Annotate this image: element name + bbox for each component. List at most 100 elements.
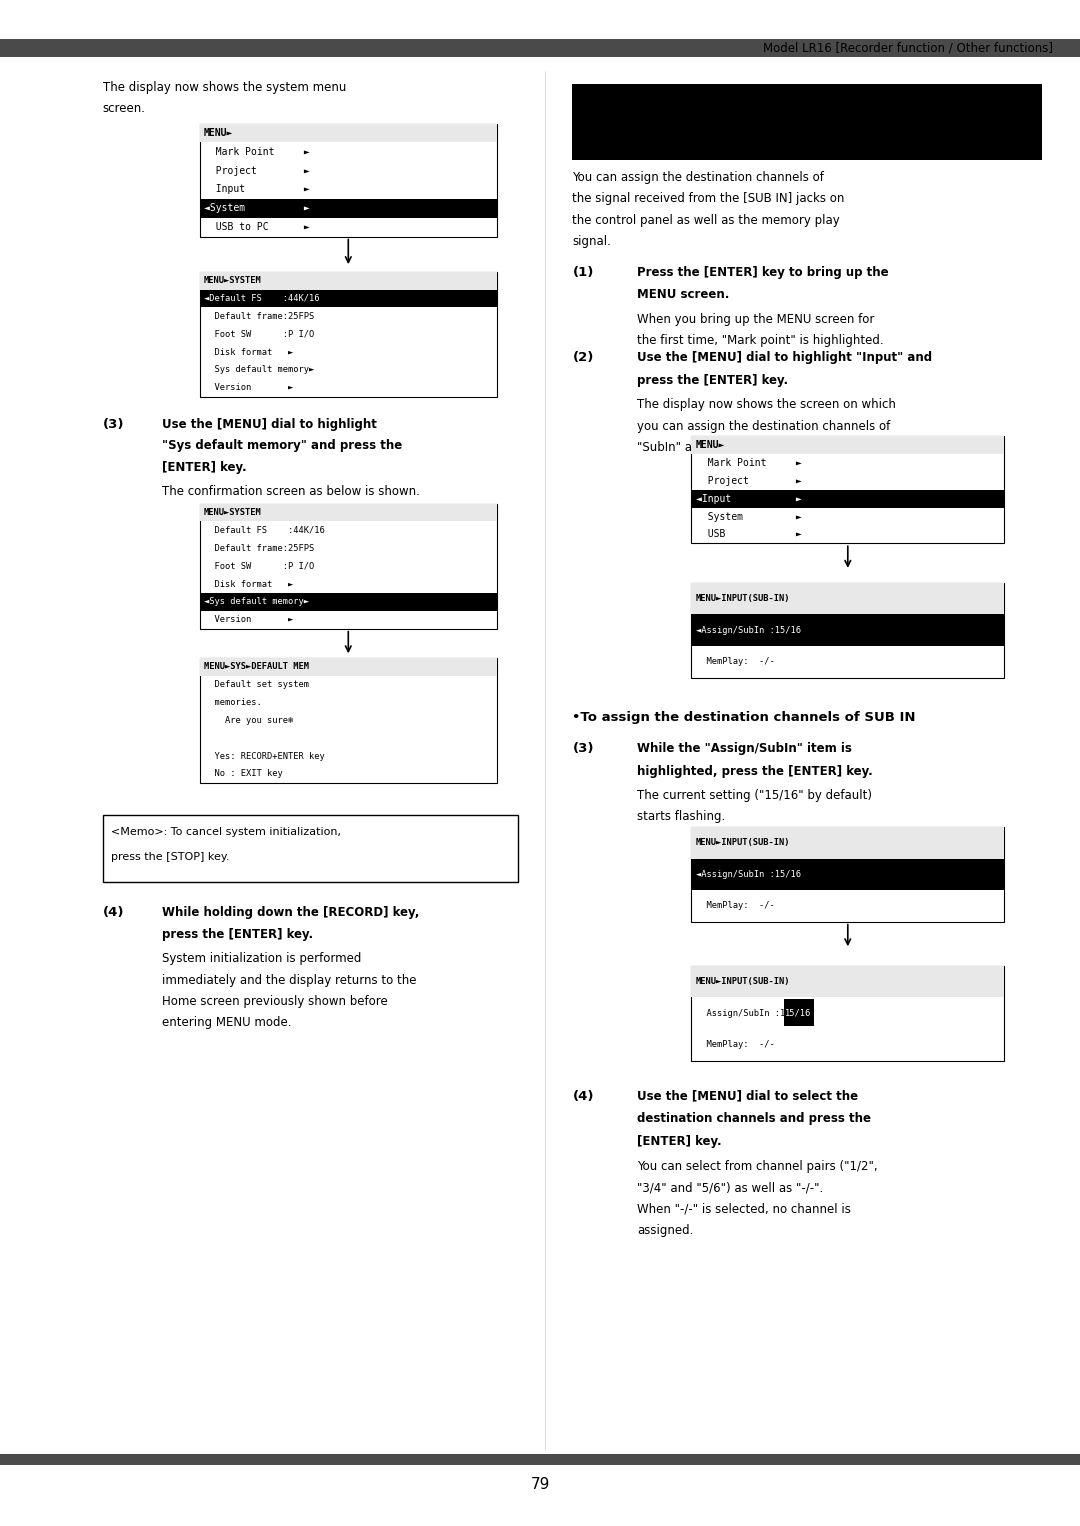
Text: MENU►SYS►DEFAULT MEM: MENU►SYS►DEFAULT MEM: [204, 662, 309, 671]
Text: Home screen previously shown before: Home screen previously shown before: [162, 995, 388, 1009]
Bar: [691, 615, 1004, 645]
Text: "3/4" and "5/6") as well as "-/-".: "3/4" and "5/6") as well as "-/-".: [637, 1181, 823, 1195]
Text: entering MENU mode.: entering MENU mode.: [162, 1016, 292, 1030]
Text: highlighted, press the [ENTER] key.: highlighted, press the [ENTER] key.: [637, 765, 873, 778]
Text: Default frame:25FPS: Default frame:25FPS: [204, 311, 314, 320]
Text: Foot SW      :P I/O: Foot SW :P I/O: [204, 330, 314, 339]
Text: Mark Point     ►: Mark Point ►: [204, 146, 310, 157]
Text: MemPlay:  -/-: MemPlay: -/-: [696, 658, 774, 667]
Text: you can assign the destination channels of: you can assign the destination channels …: [637, 420, 890, 433]
Text: MENU►INPUT(SUB-IN): MENU►INPUT(SUB-IN): [696, 977, 791, 986]
Text: the control panel as well as the memory play: the control panel as well as the memory …: [572, 214, 840, 227]
Bar: [200, 272, 497, 290]
Text: Version       ►: Version ►: [204, 383, 294, 392]
Text: Disk format   ►: Disk format ►: [204, 580, 294, 589]
Text: "SubIn" and "MemPlay".: "SubIn" and "MemPlay".: [637, 441, 779, 455]
Text: Default set system: Default set system: [204, 681, 309, 690]
Text: When "-/-" is selected, no channel is: When "-/-" is selected, no channel is: [637, 1202, 851, 1216]
Bar: [691, 583, 1004, 678]
Bar: [784, 1000, 814, 1025]
Bar: [200, 658, 497, 783]
Text: Press the [ENTER] key to bring up the: Press the [ENTER] key to bring up the: [637, 266, 889, 279]
Text: (4): (4): [103, 906, 124, 920]
Text: When you bring up the MENU screen for: When you bring up the MENU screen for: [637, 313, 875, 327]
Bar: [572, 84, 1042, 160]
Bar: [103, 815, 518, 882]
Bar: [200, 504, 497, 522]
Text: USB to PC      ►: USB to PC ►: [204, 223, 310, 232]
Bar: [691, 583, 1004, 615]
Text: immediately and the display returns to the: immediately and the display returns to t…: [162, 974, 417, 987]
Text: ◄Assign/SubIn :15/16: ◄Assign/SubIn :15/16: [696, 626, 800, 635]
Text: ◄Sys default memory►: ◄Sys default memory►: [204, 597, 309, 606]
Text: ◄Input           ►: ◄Input ►: [696, 494, 801, 504]
Text: MENU screen.: MENU screen.: [637, 288, 730, 302]
Text: Are you sure❄: Are you sure❄: [204, 716, 294, 725]
Text: <Memo>: To cancel system initialization,: <Memo>: To cancel system initialization,: [111, 827, 341, 838]
Text: MemPlay:  -/-: MemPlay: -/-: [696, 1041, 774, 1050]
Text: Disk format   ►: Disk format ►: [204, 348, 294, 357]
Text: 79: 79: [530, 1477, 550, 1492]
Bar: [200, 272, 497, 397]
Bar: [200, 658, 497, 676]
Text: Default FS    :44K/16: Default FS :44K/16: [204, 526, 325, 536]
Text: While holding down the [RECORD] key,: While holding down the [RECORD] key,: [162, 906, 419, 920]
Text: USB            ►: USB ►: [696, 530, 801, 539]
Text: System initialization is performed: System initialization is performed: [162, 952, 362, 966]
Text: The display now shows the screen on which: The display now shows the screen on whic…: [637, 398, 896, 412]
Text: You can assign the destination channels of: You can assign the destination channels …: [572, 171, 824, 185]
Bar: [200, 290, 497, 307]
Text: Foot SW      :P I/O: Foot SW :P I/O: [204, 562, 314, 571]
Bar: [691, 827, 1004, 859]
Text: (4): (4): [572, 1090, 594, 1103]
Text: [ENTER] key.: [ENTER] key.: [637, 1135, 721, 1149]
Text: (2): (2): [572, 351, 594, 365]
Bar: [200, 504, 497, 629]
Text: press the [STOP] key.: press the [STOP] key.: [111, 852, 230, 862]
Bar: [691, 827, 1004, 922]
Text: The display now shows the system menu: The display now shows the system menu: [103, 81, 346, 95]
Text: MemPlay:  -/-: MemPlay: -/-: [696, 902, 774, 911]
Text: MENU►: MENU►: [204, 128, 233, 137]
Text: Version       ►: Version ►: [204, 615, 294, 624]
Bar: [691, 436, 1004, 543]
Text: memories.: memories.: [204, 697, 261, 707]
Text: Sys default memory►: Sys default memory►: [204, 365, 314, 374]
Text: the first time, "Mark point" is highlighted.: the first time, "Mark point" is highligh…: [637, 334, 883, 348]
Text: the signal received from the [SUB IN] jacks on: the signal received from the [SUB IN] ja…: [572, 192, 845, 206]
Text: ◄Default FS    :44K/16: ◄Default FS :44K/16: [204, 295, 320, 304]
Text: Use the [MENU] dial to highlight "Input" and: Use the [MENU] dial to highlight "Input"…: [637, 351, 932, 365]
Bar: [200, 124, 497, 142]
Text: [ENTER] key.: [ENTER] key.: [162, 461, 246, 475]
Bar: [200, 124, 497, 237]
Text: (1): (1): [572, 266, 594, 279]
Text: The confirmation screen as below is shown.: The confirmation screen as below is show…: [162, 485, 420, 499]
Text: Project        ►: Project ►: [204, 166, 310, 175]
Bar: [691, 966, 1004, 998]
Text: Project        ►: Project ►: [696, 476, 801, 485]
Text: "Sys default memory" and press the: "Sys default memory" and press the: [162, 439, 402, 453]
Text: destination channels and press the: destination channels and press the: [637, 1112, 872, 1126]
Text: Use the [MENU] dial to select the: Use the [MENU] dial to select the: [637, 1090, 859, 1103]
Text: MENU►SYSTEM: MENU►SYSTEM: [204, 276, 261, 285]
Text: No : EXIT key: No : EXIT key: [204, 769, 283, 778]
Text: ◄System          ►: ◄System ►: [204, 203, 310, 214]
Text: MENU►SYSTEM: MENU►SYSTEM: [204, 508, 261, 517]
Text: (3): (3): [103, 418, 124, 432]
Text: press the [ENTER] key.: press the [ENTER] key.: [162, 928, 313, 942]
Text: Default frame:25FPS: Default frame:25FPS: [204, 543, 314, 552]
Bar: [691, 436, 1004, 455]
Bar: [0, 38, 1080, 56]
Text: You can select from channel pairs ("1/2",: You can select from channel pairs ("1/2"…: [637, 1160, 878, 1173]
Bar: [200, 594, 497, 610]
Text: signal.: signal.: [572, 235, 611, 249]
Bar: [691, 859, 1004, 890]
Text: ◄Assign/SubIn :15/16: ◄Assign/SubIn :15/16: [696, 870, 800, 879]
Text: While the "Assign/SubIn" item is: While the "Assign/SubIn" item is: [637, 742, 852, 755]
Bar: [691, 966, 1004, 1061]
Text: MENU►INPUT(SUB-IN): MENU►INPUT(SUB-IN): [696, 838, 791, 847]
Text: •To assign the destination channels of SUB IN: •To assign the destination channels of S…: [572, 711, 916, 725]
Text: MENU►: MENU►: [696, 441, 725, 450]
Text: Input          ►: Input ►: [204, 185, 310, 194]
Text: assigned.: assigned.: [637, 1224, 693, 1238]
